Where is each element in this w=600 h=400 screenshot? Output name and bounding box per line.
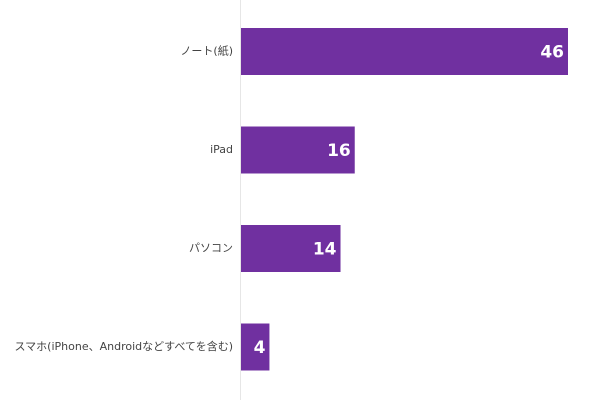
bar-0 bbox=[241, 28, 568, 75]
bars-group: ノート(紙) 46 iPad 16 パソコン 14 スマホ(iPhone、Androidなど… bbox=[15, 28, 568, 371]
value-label-2: 14 bbox=[313, 240, 337, 260]
category-label-1: iPad bbox=[210, 143, 233, 156]
value-label-3: 4 bbox=[254, 338, 266, 358]
category-label-2: パソコン bbox=[189, 242, 233, 255]
bar-2 bbox=[241, 225, 341, 272]
value-label-0: 46 bbox=[540, 43, 564, 63]
category-label-0: ノート(紙) bbox=[180, 44, 233, 58]
value-label-1: 16 bbox=[327, 141, 351, 161]
bar-3 bbox=[241, 323, 270, 371]
bar-1 bbox=[241, 126, 355, 174]
category-label-3: スマホ(iPhone、Androidなどすべてを含む) bbox=[15, 339, 233, 353]
